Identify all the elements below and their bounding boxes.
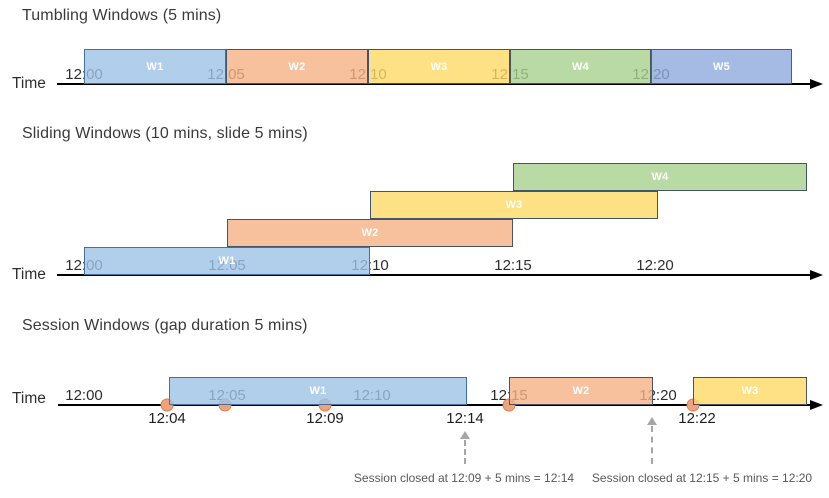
timeline-axis: [58, 404, 810, 406]
window-box: W5: [651, 49, 792, 84]
window-box: W2: [226, 49, 368, 84]
window-box: W4: [510, 49, 651, 84]
timeline-arrowhead: [810, 399, 823, 410]
timeline-arrowhead: [810, 269, 823, 280]
window-label: W4: [651, 171, 669, 183]
section-title-session: Session Windows (gap duration 5 mins): [22, 317, 308, 334]
window-box: W2: [509, 377, 653, 405]
event-time-label: 12:09: [306, 410, 344, 427]
closure-annotation: Session closed at 12:09 + 5 mins = 12:14: [353, 471, 575, 485]
window-label: W2: [361, 227, 379, 239]
section-title-tumbling: Tumbling Windows (5 mins): [22, 7, 222, 24]
window-label: W1: [146, 60, 164, 73]
window-label: W3: [505, 199, 523, 211]
window-label: W5: [712, 60, 731, 73]
window-box: W2: [227, 219, 513, 247]
time-axis-label: Time: [12, 266, 46, 283]
closure-arrow-line: [651, 426, 653, 464]
tick-label: 12:15: [494, 257, 532, 274]
event-time-label: 12:14: [446, 410, 484, 427]
window-label: W3: [430, 60, 448, 73]
time-axis-label: Time: [12, 390, 46, 407]
window-box: W4: [513, 163, 807, 191]
window-box: W3: [368, 49, 510, 84]
window-box: W3: [370, 191, 658, 219]
window-box: W3: [693, 377, 807, 405]
closure-annotation: Session closed at 12:15 + 5 mins = 12:20: [591, 471, 813, 485]
event-time-label: 12:04: [148, 410, 186, 427]
window-box: W1: [84, 49, 226, 84]
timeline-axis: [57, 274, 810, 276]
tick-label: 12:20: [636, 257, 674, 274]
tick-label: 12:00: [65, 387, 103, 404]
time-axis-label: Time: [12, 75, 46, 92]
section-title-sliding: Sliding Windows (10 mins, slide 5 mins): [22, 125, 308, 142]
timeline-axis: [57, 83, 810, 85]
closure-arrow-head: [647, 417, 657, 425]
timeline-arrowhead: [810, 78, 823, 89]
window-label: W4: [571, 60, 590, 73]
window-box: W1: [169, 377, 467, 405]
closure-arrow-line: [464, 440, 466, 464]
window-label: W2: [572, 385, 590, 397]
event-time-label: 12:22: [678, 410, 716, 427]
closure-arrow-head: [460, 431, 470, 439]
window-label: W1: [309, 385, 327, 397]
window-label: W1: [218, 255, 236, 267]
window-box: W1: [84, 247, 370, 275]
window-label: W2: [288, 60, 306, 73]
window-label: W3: [741, 385, 759, 397]
